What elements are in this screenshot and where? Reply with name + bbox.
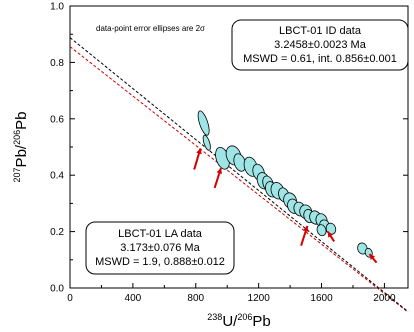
marker-arrow-5: [368, 253, 378, 264]
marker-arrow-4: [326, 231, 335, 243]
id-box-line2: 3.2458±0.0023 Ma: [274, 39, 367, 51]
y-tick-label-0.8: 0.8: [50, 58, 64, 69]
regression-line-2: [69, 37, 409, 313]
x-tick-label-0: 0: [67, 293, 73, 304]
regression-line-1: [69, 46, 409, 313]
id-box-line3: MSWD = 0.61, int. 0.856±0.001: [243, 53, 397, 65]
x-tick-label-400: 400: [125, 293, 142, 304]
x-axis-ticks: 0 400 800 1200 1600 2000: [67, 283, 396, 304]
marker-arrow-1: [193, 148, 202, 170]
data-ellipse-1: [197, 110, 210, 136]
y-tick-label-0.6: 0.6: [50, 114, 64, 125]
y-tick-label-0.0: 0.0: [50, 284, 64, 295]
x-tick-label-800: 800: [187, 293, 204, 304]
regression-lines: [69, 37, 409, 313]
la-data-box: LBCT-01 LA data 3.173±0.076 Ma MSWD = 1.…: [85, 221, 235, 275]
data-ellipse-22: [316, 224, 327, 237]
x-axis-title: 238U/206Pb: [207, 312, 270, 330]
marker-arrows: [193, 148, 378, 264]
la-box-line2: 3.173±0.076 Ma: [120, 242, 200, 254]
error-ellipse-note: data-point error ellipses are 2σ: [96, 24, 205, 33]
data-ellipse-2: [202, 134, 211, 151]
y-axis-ticks: 0.0 0.2 0.4 0.6 0.8 1.0: [50, 2, 408, 295]
la-box-line1: LBCT-01 LA data: [118, 228, 203, 240]
x-tick-label-1600: 1600: [310, 293, 333, 304]
id-box-line1: LBCT-01 ID data: [279, 25, 362, 37]
marker-arrow-3: [300, 225, 309, 247]
la-box-line3: MSWD = 1.9, 0.888±0.012: [95, 256, 225, 268]
x-tick-label-1200: 1200: [248, 293, 271, 304]
id-data-box: LBCT-01 ID data 3.2458±0.0023 Ma MSWD = …: [231, 19, 409, 71]
y-axis-title: 207Pb/206Pb: [12, 112, 30, 183]
data-ellipses: [197, 110, 373, 258]
y-tick-label-1.0: 1.0: [50, 2, 64, 13]
marker-arrow-2: [213, 167, 223, 189]
y-tick-label-0.4: 0.4: [50, 171, 64, 182]
y-tick-label-0.2: 0.2: [50, 227, 64, 238]
x-tick-label-2000: 2000: [373, 293, 396, 304]
